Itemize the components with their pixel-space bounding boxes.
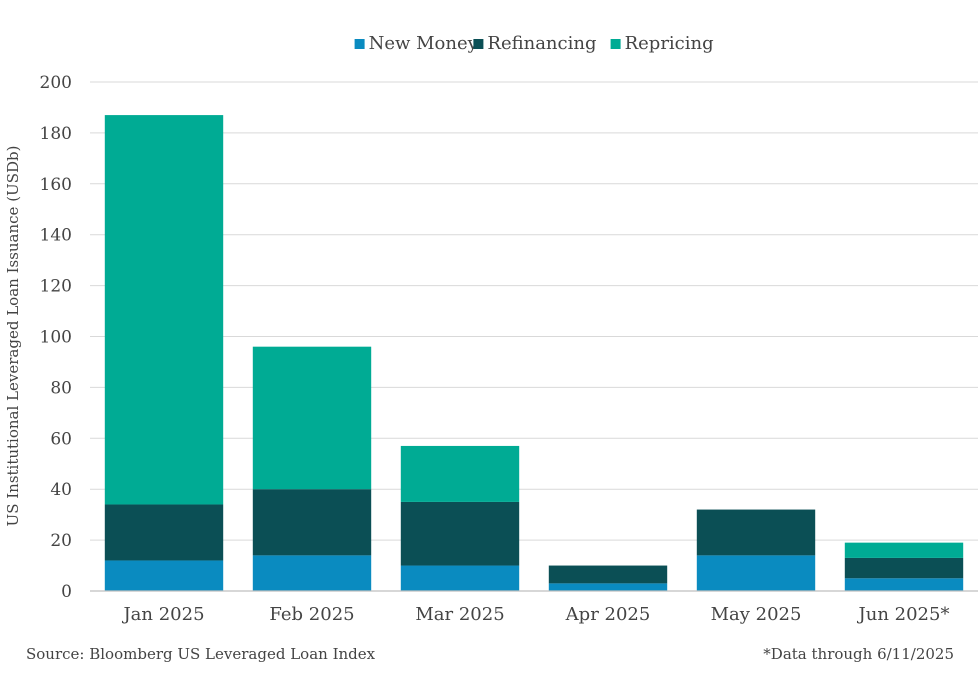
y-tick-label: 180 bbox=[40, 124, 72, 144]
y-tick-label: 120 bbox=[40, 277, 72, 297]
x-tick-label: Mar 2025 bbox=[415, 604, 504, 625]
y-axis-label: US Institutional Leveraged Loan Issuance… bbox=[4, 146, 22, 527]
source-note: Source: Bloomberg US Leveraged Loan Inde… bbox=[26, 645, 376, 663]
bar-new-money bbox=[548, 583, 668, 591]
legend: New Money Refinancing Repricing bbox=[354, 33, 714, 54]
x-tick-label: Apr 2025 bbox=[565, 604, 651, 625]
legend-swatch bbox=[473, 39, 484, 49]
legend-swatch bbox=[610, 39, 621, 49]
bars bbox=[104, 115, 964, 591]
x-tick-label: Jun 2025* bbox=[857, 604, 950, 625]
x-tick-label: Jan 2025 bbox=[121, 604, 204, 625]
legend-label: New Money bbox=[369, 33, 479, 54]
bar-repricing bbox=[844, 542, 964, 558]
bar-refinancing bbox=[104, 504, 224, 561]
axes: 0 20 40 60 80 100 120 140 160 180 200 Jan 2025 Feb 2… bbox=[40, 73, 978, 625]
y-tick-label: 40 bbox=[50, 480, 72, 500]
legend-swatch bbox=[354, 39, 365, 49]
y-tick-label: 20 bbox=[50, 531, 72, 551]
stacked-bar-chart: 0 20 40 60 80 100 120 140 160 180 200 Jan 2025 Feb 2… bbox=[4, 33, 978, 625]
bar-repricing bbox=[104, 115, 224, 505]
y-tick-label: 80 bbox=[50, 378, 72, 398]
y-tick-label: 140 bbox=[40, 226, 72, 246]
bar-new-money bbox=[696, 555, 816, 591]
y-tick-label: 0 bbox=[61, 582, 72, 602]
bar-new-money bbox=[400, 565, 520, 591]
data-through-note: *Data through 6/11/2025 bbox=[763, 645, 954, 663]
bar-refinancing bbox=[696, 509, 816, 556]
bar-new-money bbox=[104, 560, 224, 591]
bar-new-money bbox=[844, 578, 964, 591]
bar-new-money bbox=[252, 555, 372, 591]
bar-refinancing bbox=[548, 565, 668, 584]
x-tick-label: May 2025 bbox=[711, 604, 802, 625]
legend-label: Refinancing bbox=[487, 33, 596, 54]
y-tick-label: 160 bbox=[40, 175, 72, 195]
bar-repricing bbox=[252, 346, 372, 490]
y-tick-label: 100 bbox=[40, 328, 72, 348]
bar-refinancing bbox=[400, 501, 520, 566]
x-tick-label: Feb 2025 bbox=[269, 604, 354, 625]
y-tick-label: 60 bbox=[50, 429, 72, 449]
gridlines bbox=[90, 81, 978, 541]
bar-refinancing bbox=[844, 557, 964, 579]
y-tick-label: 200 bbox=[40, 73, 72, 93]
bar-refinancing bbox=[252, 489, 372, 556]
legend-label: Repricing bbox=[625, 33, 714, 54]
bar-repricing bbox=[400, 445, 520, 502]
